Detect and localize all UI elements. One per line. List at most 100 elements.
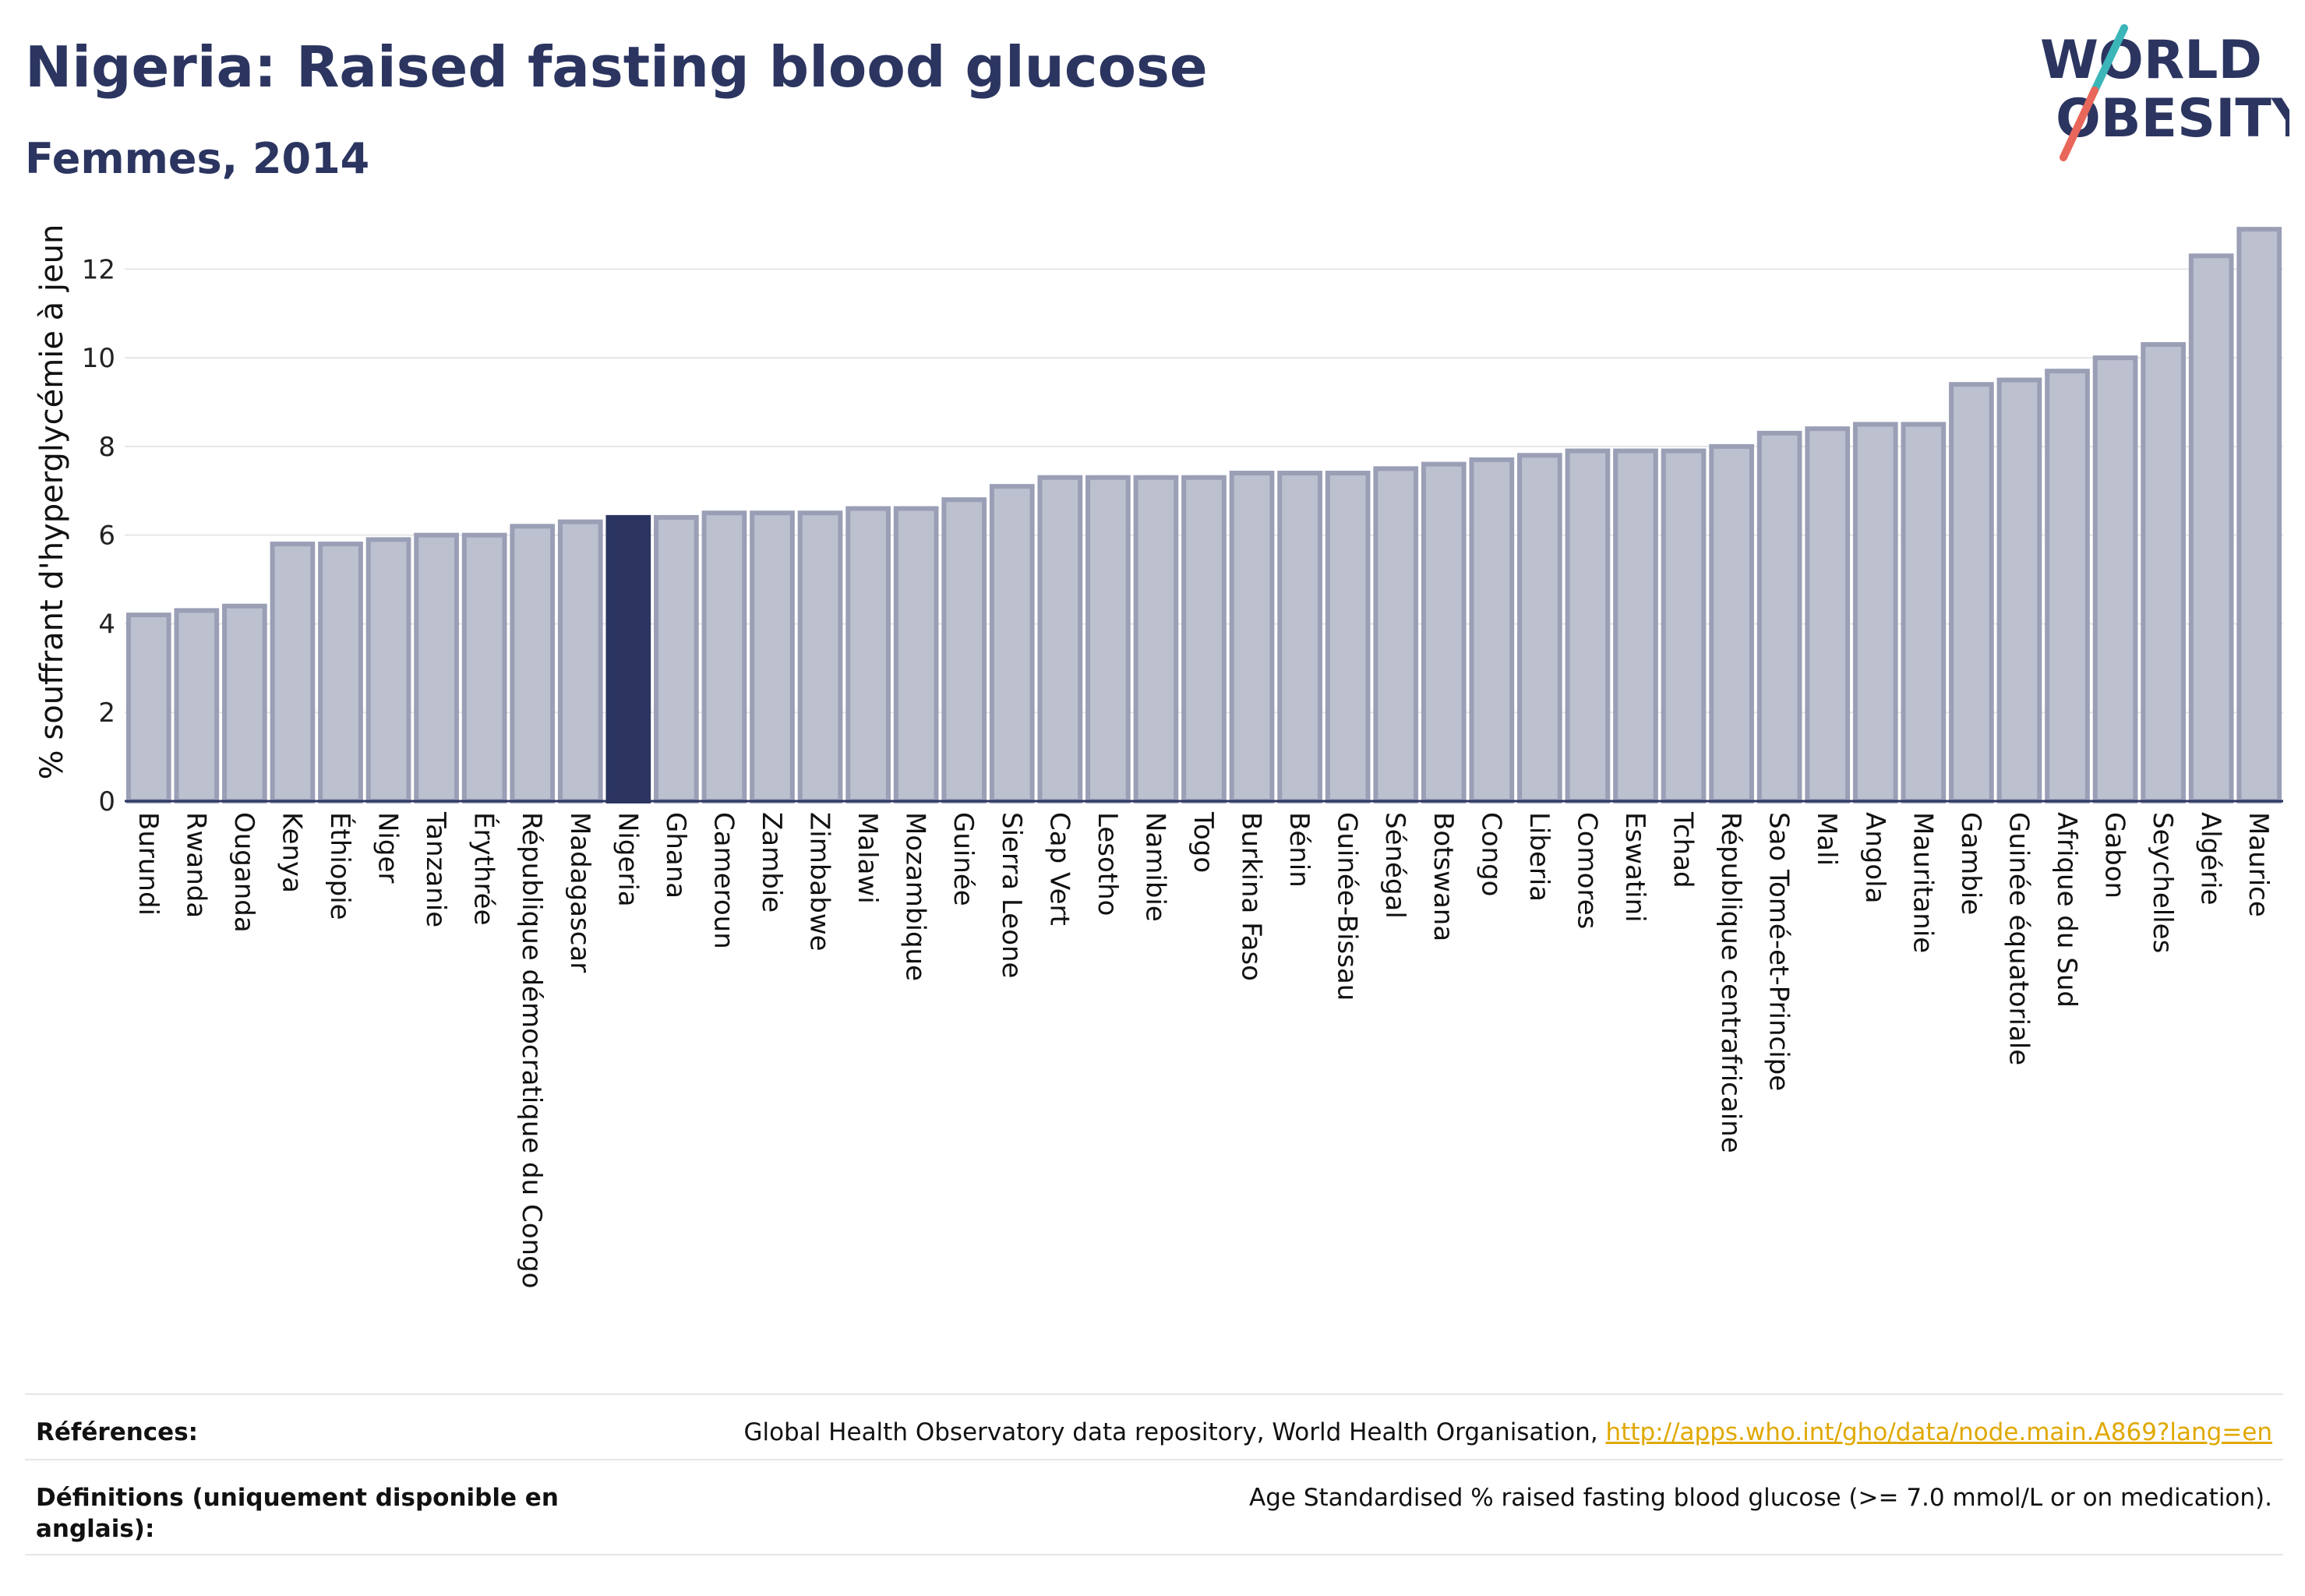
bar [1229,471,1275,803]
x-tick-label: Guinée-Bissau [1332,812,1363,1001]
bar [270,542,316,803]
x-tick-label: Bénin [1283,812,1315,888]
bar [1517,453,1562,803]
y-axis-label: % souffrant d'hyperglycémie à jeun [34,224,70,780]
bar [557,519,603,803]
logo-word-world: WORLD [2040,30,2262,91]
x-tick-label: Zambie [756,812,787,913]
x-tick-label: Sierra Leone [996,812,1027,978]
x-tick-label: Algérie [2195,812,2226,906]
x-tick-label: République centrafricaine [1715,812,1746,1153]
page-title: Nigeria: Raised fasting blood glucose [25,34,1208,100]
x-tick-label: Madagascar [564,812,595,973]
x-tick-label: Niger [372,812,404,883]
y-tick-label: 8 [98,432,115,463]
bar [1613,448,1658,803]
bar [1421,461,1467,804]
x-tick-label: Angola [1859,812,1890,903]
x-tick-label: Ghana [660,812,691,899]
references-label: Références: [36,1418,199,1446]
bar [1756,430,1802,803]
bar [174,608,220,804]
bar [750,510,795,803]
bar [2092,355,2138,804]
x-tick-label: Sao Tomé-et-Principe [1763,812,1795,1091]
x-tick-label: Tanzanie [420,811,451,927]
page-subtitle: Femmes, 2014 [25,134,370,183]
world-obesity-logo: WORLD OBESITY [2040,24,2289,161]
x-tick-label: Malawi [852,812,883,904]
x-tick-label: Sénégal [1379,812,1410,919]
x-tick-label: Burundi [132,812,164,916]
definitions-row: Définitions (uniquement disponible en an… [25,1459,2283,1555]
x-tick-label: Burkina Faso [1236,812,1267,981]
bar [1565,448,1611,803]
x-tick-label: Botswana [1428,812,1459,941]
y-tick-label: 10 [82,343,115,374]
x-tick-label: Rwanda [180,812,211,918]
bar [1469,457,1515,803]
x-tick-label: Nigeria [612,812,643,907]
bar [2236,227,2282,803]
bar [893,506,939,803]
bar [1037,475,1083,803]
bar [2188,253,2234,803]
x-tick-label: Gambie [1955,812,1986,915]
bar [222,603,267,804]
x-tick-label: Zimbabwe [804,812,835,952]
bar [2141,342,2186,803]
bar [1181,475,1227,803]
y-tick-label: 6 [98,521,115,552]
references-value: Global Health Observatory data repositor… [743,1417,2272,1448]
y-tick-label: 2 [98,697,115,729]
x-tick-label: Liberia [1523,812,1555,902]
bar [1901,422,1947,803]
bars-layer [125,227,2282,804]
bar [2045,369,2090,803]
y-tick-label: 12 [82,254,115,285]
x-ticks: Burundi Rwanda Ouganda Kenya Éthiopie Niger Ta… [132,811,2274,1288]
x-tick-label: Cap Vert [1043,812,1075,926]
references-link[interactable]: http://apps.who.int/gho/data/node.main.A… [1605,1418,2272,1446]
bar [1949,382,1994,803]
bar [1085,475,1131,803]
x-tick-label: Mauritanie [1907,812,1938,953]
references-row: Références: Global Health Observatory da… [25,1393,2283,1459]
bar-chart: 0 2 4 6 8 10 12 Burundi Rwanda Ouganda Kenya Éthio… [34,224,2283,1288]
x-tick-label: Guinée [948,812,979,906]
x-tick-label: Éthiopie [324,812,356,920]
x-tick-label: Cameroun [708,812,739,949]
x-tick-label: Guinée équatoriale [2003,812,2034,1065]
logo-slash-coral [2060,87,2099,161]
references-table: Références: Global Health Observatory da… [25,1393,2283,1555]
bar-highlight [605,514,651,804]
bar [318,542,363,803]
x-tick-label: Afrique du Sud [2051,812,2082,1008]
bar [845,506,891,803]
x-tick-label: République démocratique du Congo [516,812,547,1288]
x-tick-label: Ouganda [228,812,259,933]
x-tick-label: Tchad [1668,811,1699,888]
x-tick-label: Comores [1571,812,1602,929]
x-tick-label: Maurice [2243,812,2274,917]
bar [941,497,987,804]
bar [797,510,843,803]
definitions-label: Définitions (uniquement disponible en an… [36,1484,559,1543]
bar [461,532,507,804]
bar [510,524,556,803]
bar [1852,422,1898,803]
bar [1661,448,1707,803]
logo-slash-teal [2091,24,2128,94]
bar [365,537,411,803]
references-text: Global Health Observatory data repositor… [743,1418,1606,1446]
x-tick-label: Kenya [276,812,307,893]
bar [1805,426,1851,804]
bar [1325,471,1371,803]
bar [701,510,747,803]
x-tick-label: Eswatini [1619,812,1650,923]
x-tick-label: Seychelles [2147,812,2178,953]
x-tick-label: Mali [1811,812,1842,866]
bar [1996,377,2042,803]
x-tick-label: Mozambique [900,812,931,981]
bar [125,613,171,803]
